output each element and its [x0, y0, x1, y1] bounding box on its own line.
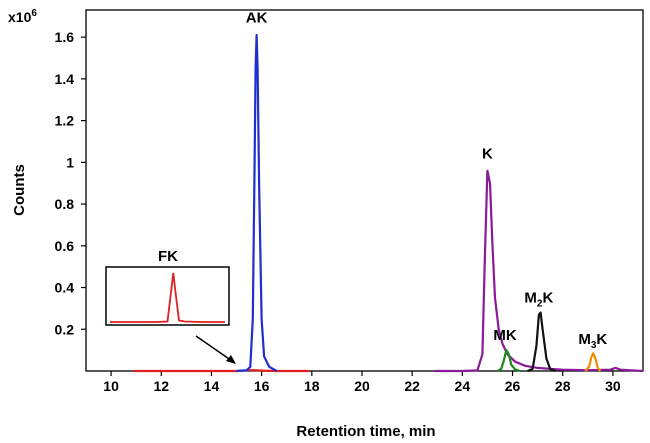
x-tick-label: 16	[254, 378, 270, 394]
series-fk-trace	[133, 369, 310, 373]
series-layer	[133, 33, 644, 373]
series-ak-trace	[236, 33, 278, 373]
y-axis-ticks: 0.2 0.4 0.6 0.8 1 1.2 1.4 1.6	[55, 29, 86, 337]
x-tick-label: 24	[455, 378, 471, 394]
pointer-arrow	[195, 335, 236, 364]
inset-trace	[110, 272, 225, 323]
x-tick-label: 22	[404, 378, 420, 394]
y-tick-label: 0.2	[55, 321, 75, 337]
y-tick-label: 0.8	[55, 196, 75, 212]
y-tick-label: 1.6	[55, 29, 75, 45]
peak-annotations: AK K MK M2K M3K	[246, 10, 608, 351]
peak-label: M2K	[524, 289, 553, 309]
series-k-trace	[434, 169, 644, 373]
series-mk-trace	[496, 349, 521, 373]
x-tick-label: 26	[505, 378, 521, 394]
peak-label: M3K	[578, 331, 607, 351]
x-tick-label: 12	[153, 378, 169, 394]
series-m2k-trace	[527, 311, 556, 373]
x-tick-label: 10	[103, 378, 119, 394]
x-tick-label: 30	[605, 378, 621, 394]
peak-label: MK	[493, 327, 516, 344]
y-tick-label: 1	[66, 154, 74, 170]
x-tick-label: 28	[555, 378, 571, 394]
x-tick-label: 18	[304, 378, 320, 394]
peak-label: AK	[246, 10, 268, 27]
x-axis-ticks: 10 12 14 16 18 20 22 24 26 28 30	[103, 371, 621, 394]
y-multiplier: x106	[8, 8, 37, 25]
x-axis-label: Retention time, min	[296, 423, 435, 440]
inset-label: FK	[158, 248, 178, 265]
x-tick-label: 14	[204, 378, 220, 394]
y-tick-label: 0.6	[55, 238, 75, 254]
x-tick-label: 20	[354, 378, 370, 394]
peak-label: K	[482, 145, 493, 162]
inset-fk-trace	[110, 272, 225, 323]
plot-frame	[85, 9, 644, 372]
fk-inset: FK	[105, 248, 230, 326]
series-m3k-trace	[584, 352, 602, 372]
y-axis-label: Counts	[11, 164, 28, 216]
y-tick-label: 1.4	[55, 71, 75, 87]
y-tick-label: 1.2	[55, 113, 75, 129]
y-tick-label: 0.4	[55, 280, 75, 296]
